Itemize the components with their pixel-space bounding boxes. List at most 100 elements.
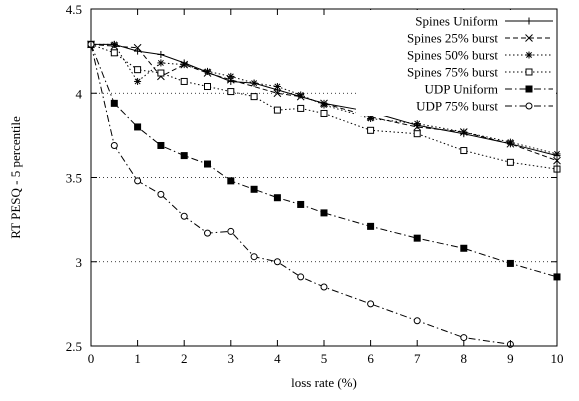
series-udp-uniform (87, 40, 561, 281)
data-point-udp-uniform (297, 200, 305, 208)
legend-item-spines-50pct-burst: Spines 50% burst (407, 48, 553, 63)
legend-item-spines-25pct-burst: Spines 25% burst (407, 31, 553, 46)
data-point-udp-uniform (506, 259, 514, 267)
x-tick-label: 0 (88, 351, 95, 366)
data-point-spines-50pct-burst (110, 40, 118, 48)
data-point-udp-uniform (320, 209, 328, 217)
data-point-udp-75pct-burst (320, 283, 328, 291)
series-line-spines-uniform (91, 43, 558, 157)
data-point-spines-75pct-burst (110, 49, 118, 57)
x-tick-label: 5 (321, 351, 328, 366)
x-tick-label: 8 (461, 351, 468, 366)
data-point-spines-50pct-burst (204, 67, 211, 75)
series-udp-75pct-burst (87, 40, 514, 348)
legend: Spines Uniform Spines 25% burst Spines 50%… (356, 10, 556, 116)
data-point-udp-uniform (250, 185, 258, 193)
data-point-spines-50pct-burst (297, 91, 305, 99)
data-point-spines-50pct-burst (273, 83, 281, 91)
data-point-udp-uniform (413, 234, 421, 242)
data-point-udp-75pct-burst (110, 141, 118, 149)
data-point-spines-50pct-burst (320, 101, 328, 109)
data-point-udp-75pct-burst (250, 253, 258, 261)
data-point-spines-75pct-burst (250, 93, 258, 101)
data-point-udp-75pct-burst (413, 317, 421, 325)
data-point-spines-50pct-burst (367, 115, 375, 123)
legend-item-spines-uniform: Spines Uniform (415, 14, 553, 29)
grid-lines (91, 92, 557, 263)
data-point-udp-75pct-burst (204, 229, 211, 237)
data-point-spines-75pct-burst (367, 126, 375, 134)
data-point-udp-75pct-burst (273, 258, 281, 266)
data-point-spines-75pct-burst (204, 83, 211, 91)
data-point-spines-75pct-burst (460, 147, 468, 155)
data-point-udp-uniform (204, 160, 211, 168)
series-layer (87, 40, 561, 348)
data-point-udp-uniform (460, 244, 468, 252)
data-point-udp-uniform (110, 99, 118, 107)
data-point-udp-uniform (367, 222, 375, 230)
data-point-spines-50pct-burst (413, 120, 421, 128)
data-point-spines-75pct-burst (134, 66, 142, 74)
x-tick-label: 6 (367, 351, 374, 366)
data-point-spines-25pct-burst (133, 43, 142, 52)
data-point-spines-50pct-burst (180, 61, 188, 69)
data-point-udp-75pct-burst (367, 300, 375, 308)
x-tick-label: 9 (507, 351, 514, 366)
series-line-spines-50pct-burst (91, 43, 558, 155)
data-point-spines-75pct-burst (297, 104, 305, 112)
data-point-spines-75pct-burst (506, 158, 514, 166)
data-point-udp-uniform (227, 177, 235, 185)
legend-label: UDP Uniform (424, 82, 498, 97)
x-tick-label: 4 (274, 351, 281, 366)
x-tick-label: 2 (181, 351, 188, 366)
y-tick-label: 4.5 (66, 2, 82, 17)
legend-label: Spines 25% burst (407, 31, 498, 46)
data-point-udp-75pct-burst (227, 227, 235, 235)
data-point-spines-75pct-burst (227, 88, 235, 96)
data-point-spines-50pct-burst (227, 72, 235, 80)
y-tick-label: 4 (76, 86, 83, 101)
data-point-spines-75pct-burst (273, 106, 281, 114)
y-tick-label: 3.5 (66, 171, 82, 186)
legend-label: Spines Uniform (415, 14, 498, 29)
data-point-udp-75pct-burst (460, 334, 468, 342)
data-point-spines-75pct-burst (413, 130, 421, 138)
data-point-udp-uniform (273, 194, 281, 202)
legend-marker (525, 85, 533, 93)
data-point-spines-50pct-burst (506, 138, 514, 146)
data-point-udp-uniform (180, 152, 188, 160)
x-axis-label: loss rate (%) (291, 375, 357, 390)
data-point-spines-50pct-burst (460, 128, 468, 136)
series-line-udp-uniform (90, 44, 558, 278)
y-axis-label: RT PESQ - 5 percentile (8, 116, 23, 239)
x-tick-label: 3 (228, 351, 235, 366)
legend-item-spines-75pct-burst: Spines 75% burst (407, 65, 553, 80)
data-point-udp-75pct-burst (157, 190, 165, 198)
x-tick-label: 1 (134, 351, 141, 366)
series-line-spines-75pct-burst (90, 43, 558, 170)
legend-marker (525, 34, 533, 42)
data-point-spines-25pct-burst (273, 89, 282, 98)
data-point-spines-50pct-burst (250, 79, 258, 87)
y-tick-label: 2.5 (66, 339, 82, 354)
data-point-udp-uniform (157, 141, 165, 149)
data-point-udp-uniform (134, 123, 142, 131)
data-point-udp-75pct-burst (180, 212, 188, 220)
legend-label: Spines 75% burst (407, 65, 498, 80)
data-point-udp-75pct-burst (134, 177, 142, 185)
legend-item-udp-75pct-burst: UDP 75% burst (416, 99, 553, 114)
legend-label: UDP 75% burst (416, 99, 498, 114)
data-point-udp-75pct-burst (297, 273, 305, 281)
data-point-spines-50pct-burst (157, 59, 165, 67)
data-point-spines-uniform (157, 50, 165, 58)
legend-marker (525, 17, 533, 25)
data-point-spines-75pct-burst (157, 69, 165, 77)
legend-background (356, 10, 556, 116)
legend-label: Spines 50% burst (407, 48, 498, 63)
legend-marker (525, 102, 533, 110)
legend-marker (525, 51, 533, 59)
data-point-spines-75pct-burst (180, 77, 188, 85)
data-point-spines-75pct-burst (320, 109, 328, 117)
series-line-spines-25pct-burst (90, 43, 558, 162)
